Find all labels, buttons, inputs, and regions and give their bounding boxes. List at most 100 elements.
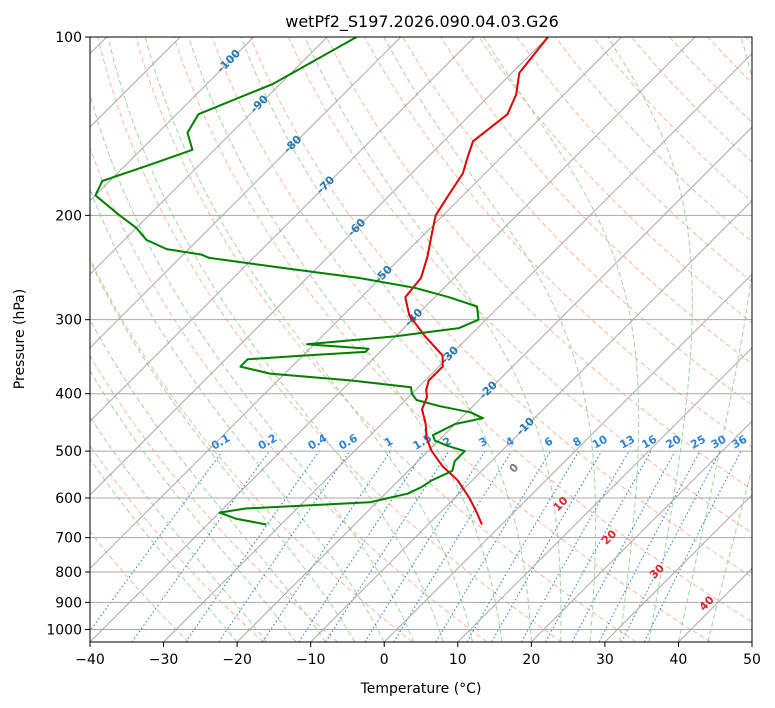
y-tick-label: 500 — [55, 444, 82, 460]
isobars — [90, 37, 752, 630]
isotherms — [90, 37, 752, 642]
dry-adiabat — [90, 354, 339, 642]
isotherm-label: -80 — [281, 132, 304, 155]
mixing-ratio-line — [262, 450, 391, 642]
x-tick-label: 10 — [449, 652, 467, 668]
isotherm — [90, 37, 402, 349]
mixing-ratio-line — [466, 450, 580, 642]
sounding-series — [94, 37, 549, 526]
dry-adiabat — [402, 37, 752, 406]
dry-adiabat — [211, 37, 752, 623]
x-tick-label: 30 — [596, 652, 614, 668]
mixing-ratio-line — [598, 450, 701, 642]
mixing-ratio-line — [364, 450, 486, 642]
x-axis: −40 −30 −20 −10 0 10 20 30 40 50 — [75, 642, 761, 668]
mixing-ratio-lines: 0.10.20.40.611.52346810131620253036 — [90, 431, 750, 642]
isotherm — [457, 347, 752, 642]
moist-adiabat — [90, 457, 238, 642]
moist-adiabat — [677, 37, 752, 642]
moist-adiabat — [383, 37, 597, 642]
isotherm-label: 30 — [647, 561, 667, 581]
y-tick-label: 100 — [55, 30, 82, 46]
x-tick-label: 40 — [670, 652, 688, 668]
moist-adiabat — [144, 37, 473, 642]
mixing-ratio-label: 36 — [729, 432, 749, 451]
y-axis: 100 200 300 400 500 600 700 800 900 1000 — [46, 30, 90, 638]
y-tick-label: 400 — [55, 387, 82, 403]
mixing-ratio-label: 30 — [709, 432, 729, 451]
y-tick-label: 900 — [55, 595, 82, 611]
moist-adiabats — [90, 37, 752, 642]
dry-adiabat — [745, 37, 752, 44]
dry-adiabat — [478, 37, 752, 324]
isotherm-label: 10 — [551, 494, 571, 514]
isotherm — [530, 420, 752, 642]
x-tick-label: 20 — [522, 652, 540, 668]
dry-adiabat — [592, 37, 752, 203]
isotherm — [383, 273, 752, 642]
mixing-ratio-line — [90, 450, 223, 632]
mixing-ratio-label: 16 — [639, 432, 659, 451]
x-tick-label: −20 — [222, 652, 252, 668]
dry-adiabat — [516, 37, 752, 283]
mixing-ratio-line — [131, 450, 270, 642]
isotherm — [90, 37, 696, 642]
isotherm — [90, 37, 255, 202]
isotherm — [678, 567, 752, 642]
moist-adiabat — [707, 467, 752, 642]
x-tick-label: 0 — [380, 652, 389, 668]
moist-adiabat — [90, 318, 326, 642]
isotherm — [163, 52, 752, 642]
moist-adiabat — [188, 37, 503, 642]
y-tick-label: 1000 — [46, 622, 82, 638]
isotherm-label: 40 — [697, 593, 717, 613]
dry-adiabat — [325, 37, 752, 491]
moist-adiabat — [483, 37, 640, 642]
dry-adiabat — [249, 37, 752, 578]
mixing-ratio-label: 3 — [477, 435, 490, 450]
moist-adiabat — [107, 37, 444, 642]
dry-adiabat — [707, 37, 752, 84]
isotherm-label: -90 — [248, 92, 271, 115]
x-tick-label: −40 — [75, 652, 105, 668]
plot-area: 0.10.20.40.611.52346810131620253036 -100… — [90, 37, 752, 642]
isotherm-label: -100 — [214, 47, 243, 76]
x-tick-label: 50 — [743, 652, 761, 668]
moist-adiabat — [90, 259, 356, 642]
isotherm — [90, 37, 475, 423]
chart-title: wetPf2_S197.2026.090.04.03.G26 — [285, 12, 559, 32]
dry-adiabat — [90, 530, 189, 642]
y-tick-label: 300 — [55, 313, 82, 329]
mixing-ratio-line — [185, 450, 320, 642]
mixing-ratio-label: 25 — [688, 433, 708, 452]
isotherm — [90, 37, 549, 496]
mixing-ratio-line — [545, 450, 652, 642]
isotherm — [236, 126, 752, 642]
mixing-ratio-line — [325, 450, 450, 642]
y-tick-label: 200 — [55, 208, 82, 224]
mixing-ratio-line — [521, 450, 630, 642]
dry-adiabat — [135, 37, 637, 642]
y-tick-label: 600 — [55, 491, 82, 507]
y-axis-label: Pressure (hPa) — [12, 289, 28, 389]
dry-adiabat — [90, 444, 264, 642]
mixing-ratio-line — [393, 450, 513, 642]
mixing-ratio-label: 1 — [382, 435, 395, 450]
moist-adiabat — [90, 415, 267, 642]
isotherm — [604, 494, 752, 642]
isotherm — [90, 37, 328, 275]
moist-adiabat — [607, 37, 693, 642]
mixing-ratio-line — [298, 450, 425, 642]
moist-adiabat — [240, 37, 532, 642]
mixing-ratio-label: 6 — [542, 434, 555, 449]
moist-adiabat — [90, 188, 385, 642]
x-axis-label: Temperature (°C) — [360, 681, 482, 697]
mixing-ratio-line — [643, 450, 742, 642]
isotherm-label: 0 — [507, 461, 522, 476]
y-tick-label: 700 — [55, 531, 82, 547]
mixing-ratio-line — [218, 450, 351, 642]
y-tick-label: 800 — [55, 565, 82, 581]
mixing-ratio-label: 0.1 — [209, 432, 232, 453]
isotherm — [90, 37, 622, 570]
